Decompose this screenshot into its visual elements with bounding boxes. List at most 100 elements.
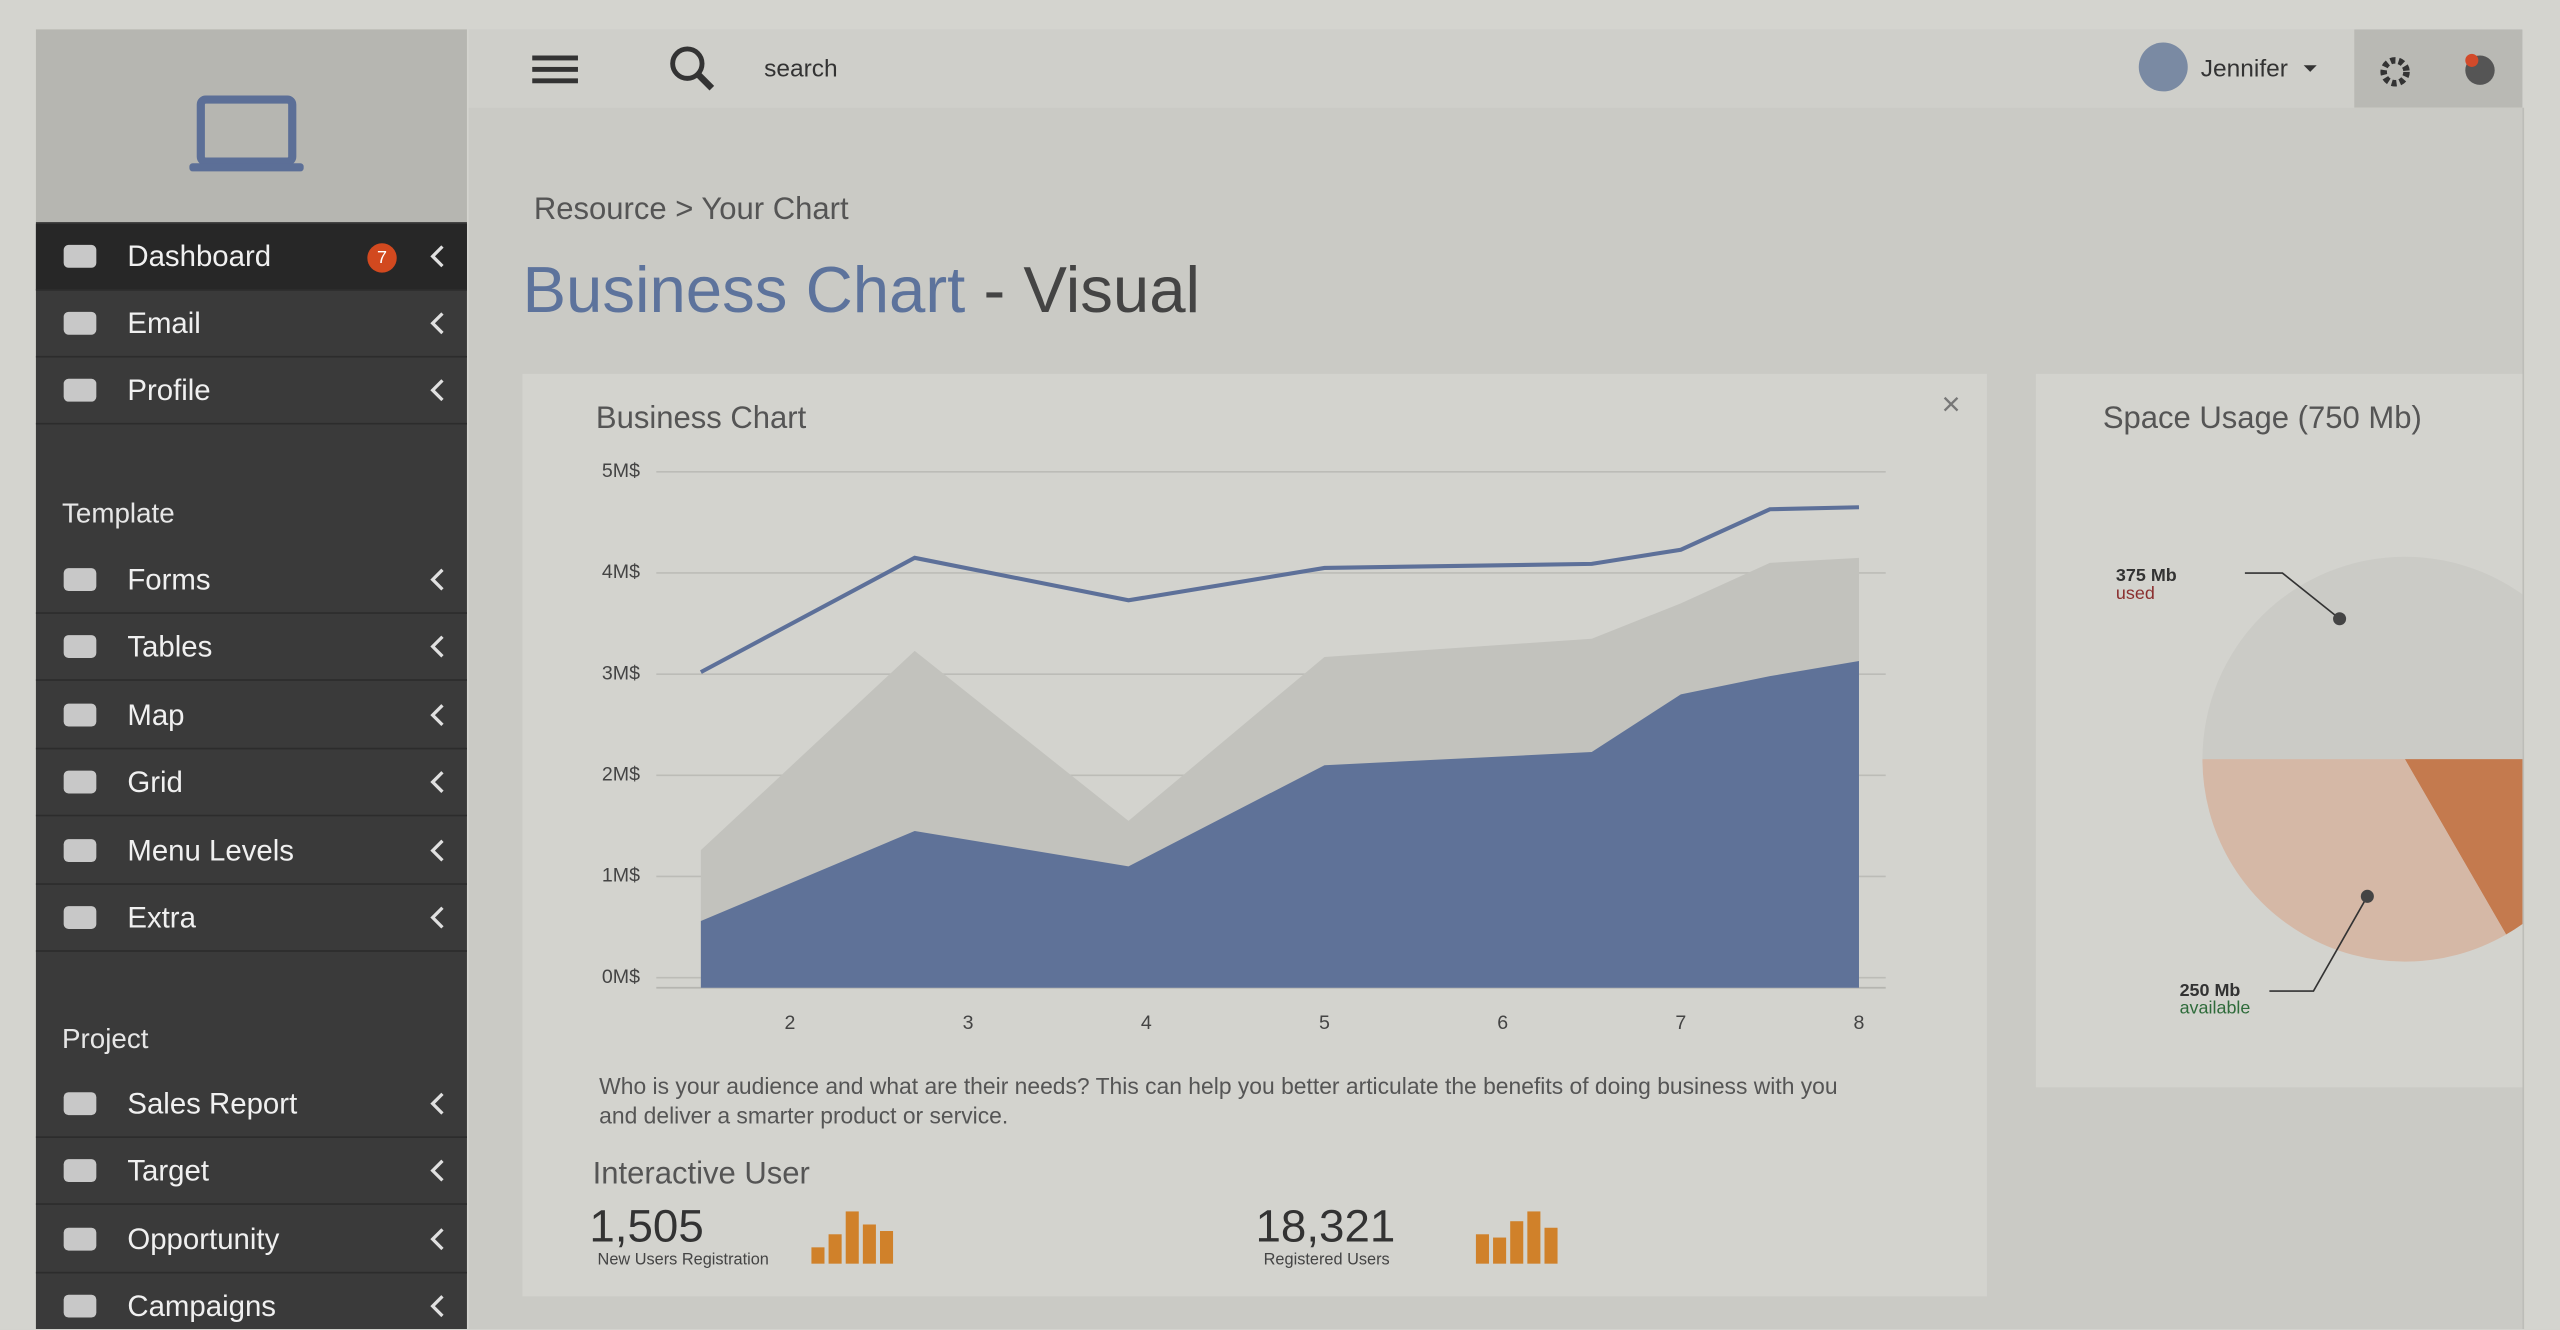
menu-icons xyxy=(63,1092,444,1116)
menu-item[interactable]: Sales Report xyxy=(35,1071,467,1138)
leader-line xyxy=(2244,572,2341,620)
menu-item[interactable]: Grid xyxy=(35,750,467,817)
menu-label: Email xyxy=(127,306,201,340)
menu-icons xyxy=(63,770,444,794)
area xyxy=(700,661,1859,988)
stat-value: 18,321 xyxy=(1256,1200,1396,1251)
menu-icons xyxy=(63,1227,444,1251)
mini-bar xyxy=(1475,1234,1489,1264)
leader-line xyxy=(2269,895,2369,992)
menu-item[interactable]: Menu Levels xyxy=(35,817,467,885)
value-label: 250 Mb xyxy=(2180,980,2241,1000)
badge: 7 xyxy=(367,243,397,273)
menu-label: Menu Levels xyxy=(127,833,294,867)
logo-area xyxy=(35,29,467,223)
menu-item[interactable]: Tables xyxy=(35,615,467,682)
logo-icon xyxy=(189,95,304,172)
menu-icons xyxy=(63,378,444,402)
pie-slice xyxy=(2404,759,2523,935)
chart-title: Space Usage (750 Mb) xyxy=(2103,400,2422,435)
menu-item[interactable]: Extra xyxy=(35,885,467,952)
menu-icons xyxy=(63,635,444,659)
x-tick-label: 7 xyxy=(1675,1012,1686,1034)
menu-icons xyxy=(63,703,444,727)
header: search Jennifer xyxy=(468,29,2523,108)
stat-caption: New Users Registration xyxy=(598,1251,769,1269)
category-label: used xyxy=(2116,583,2155,603)
mini-bar xyxy=(1493,1237,1507,1264)
menu-item[interactable]: Campaigns xyxy=(36,1274,467,1329)
menu-label: Dashboard xyxy=(127,239,272,273)
y-tick-label: 3M$ xyxy=(602,662,640,684)
x-tick-label: 2 xyxy=(785,1012,796,1034)
menu-label: Profile xyxy=(127,373,211,407)
header-icons xyxy=(532,29,2523,108)
menu-label: Target xyxy=(127,1154,210,1188)
menu-label: Sales Report xyxy=(127,1087,298,1120)
leader-dot xyxy=(2333,612,2347,626)
line xyxy=(699,505,1860,674)
menu-item[interactable]: Profile xyxy=(35,358,467,425)
x-tick-label: 8 xyxy=(1854,1012,1865,1034)
menu-item[interactable]: Email xyxy=(35,291,467,358)
menu-icons xyxy=(63,244,444,268)
mini-bar xyxy=(828,1234,842,1264)
mini-bar xyxy=(1510,1221,1524,1264)
menu-item[interactable]: Target xyxy=(35,1139,467,1206)
menu-icons xyxy=(63,311,444,335)
menu-label: Opportunity xyxy=(127,1222,280,1256)
stat-value: 1,505 xyxy=(589,1200,703,1251)
chart-title: Business Chart xyxy=(596,400,807,435)
value-label: 375 Mb xyxy=(2116,565,2177,585)
section-title: Project xyxy=(62,1023,149,1055)
menu-icons xyxy=(63,906,444,929)
stats-title: Interactive User xyxy=(592,1157,810,1192)
close-button[interactable]: × xyxy=(1941,385,1960,422)
menu-label: Map xyxy=(127,698,185,732)
pie-slice xyxy=(2202,759,2507,962)
y-tick-label: 2M$ xyxy=(602,763,640,785)
y-tick-label: 0M$ xyxy=(602,966,640,988)
x-tick-label: 5 xyxy=(1319,1012,1330,1034)
business-chart: Business Chart × 0M$ 1M$ 2M$ 3M$ 4M$ 5M$ 2 3 4 5 6… xyxy=(596,385,1961,1034)
menu-icons xyxy=(63,838,444,862)
menu-label: Grid xyxy=(127,766,183,799)
menu-item[interactable]: Dashboard 7 xyxy=(35,223,467,291)
menu-icons xyxy=(63,568,444,592)
stat-caption: Registered Users xyxy=(1264,1251,1390,1269)
y-tick-label: 5M$ xyxy=(602,460,640,482)
category-label: available xyxy=(2180,998,2251,1018)
menu-label: Tables xyxy=(127,630,213,664)
menu-label: Campaigns xyxy=(127,1290,276,1323)
page-title: Business Chart - Visual xyxy=(522,255,1200,328)
description: Who is your audience and what are their … xyxy=(599,1072,1838,1129)
mini-bar xyxy=(811,1247,825,1264)
x-tick-label: 3 xyxy=(963,1012,974,1034)
title-rest: - Visual xyxy=(983,254,1201,327)
mini-bar xyxy=(1544,1227,1558,1264)
y-tick-label: 1M$ xyxy=(602,865,640,887)
x-tick-label: 6 xyxy=(1497,1012,1508,1034)
menu-icons xyxy=(63,1294,444,1318)
x-tick-label: 4 xyxy=(1141,1012,1152,1034)
user-name[interactable]: Jennifer xyxy=(2200,55,2288,84)
menu-item[interactable]: Map xyxy=(35,682,467,750)
menu-item[interactable]: Forms xyxy=(35,547,467,614)
search-input[interactable]: search xyxy=(764,55,838,84)
leader-dot xyxy=(2360,889,2374,903)
pie-slice xyxy=(2202,556,2523,760)
y-tick-label: 4M$ xyxy=(602,561,640,583)
menu-label: Forms xyxy=(127,563,211,596)
title-main: Business Chart xyxy=(522,254,966,327)
menu-item[interactable]: Opportunity xyxy=(35,1206,467,1274)
section-title: Template xyxy=(62,497,175,529)
sidebar xyxy=(35,222,467,1329)
breadcrumb: Resource > Your Chart xyxy=(533,192,849,227)
menu-icons xyxy=(63,1159,444,1183)
mini-bar xyxy=(879,1231,894,1264)
mini-bar xyxy=(845,1211,859,1264)
